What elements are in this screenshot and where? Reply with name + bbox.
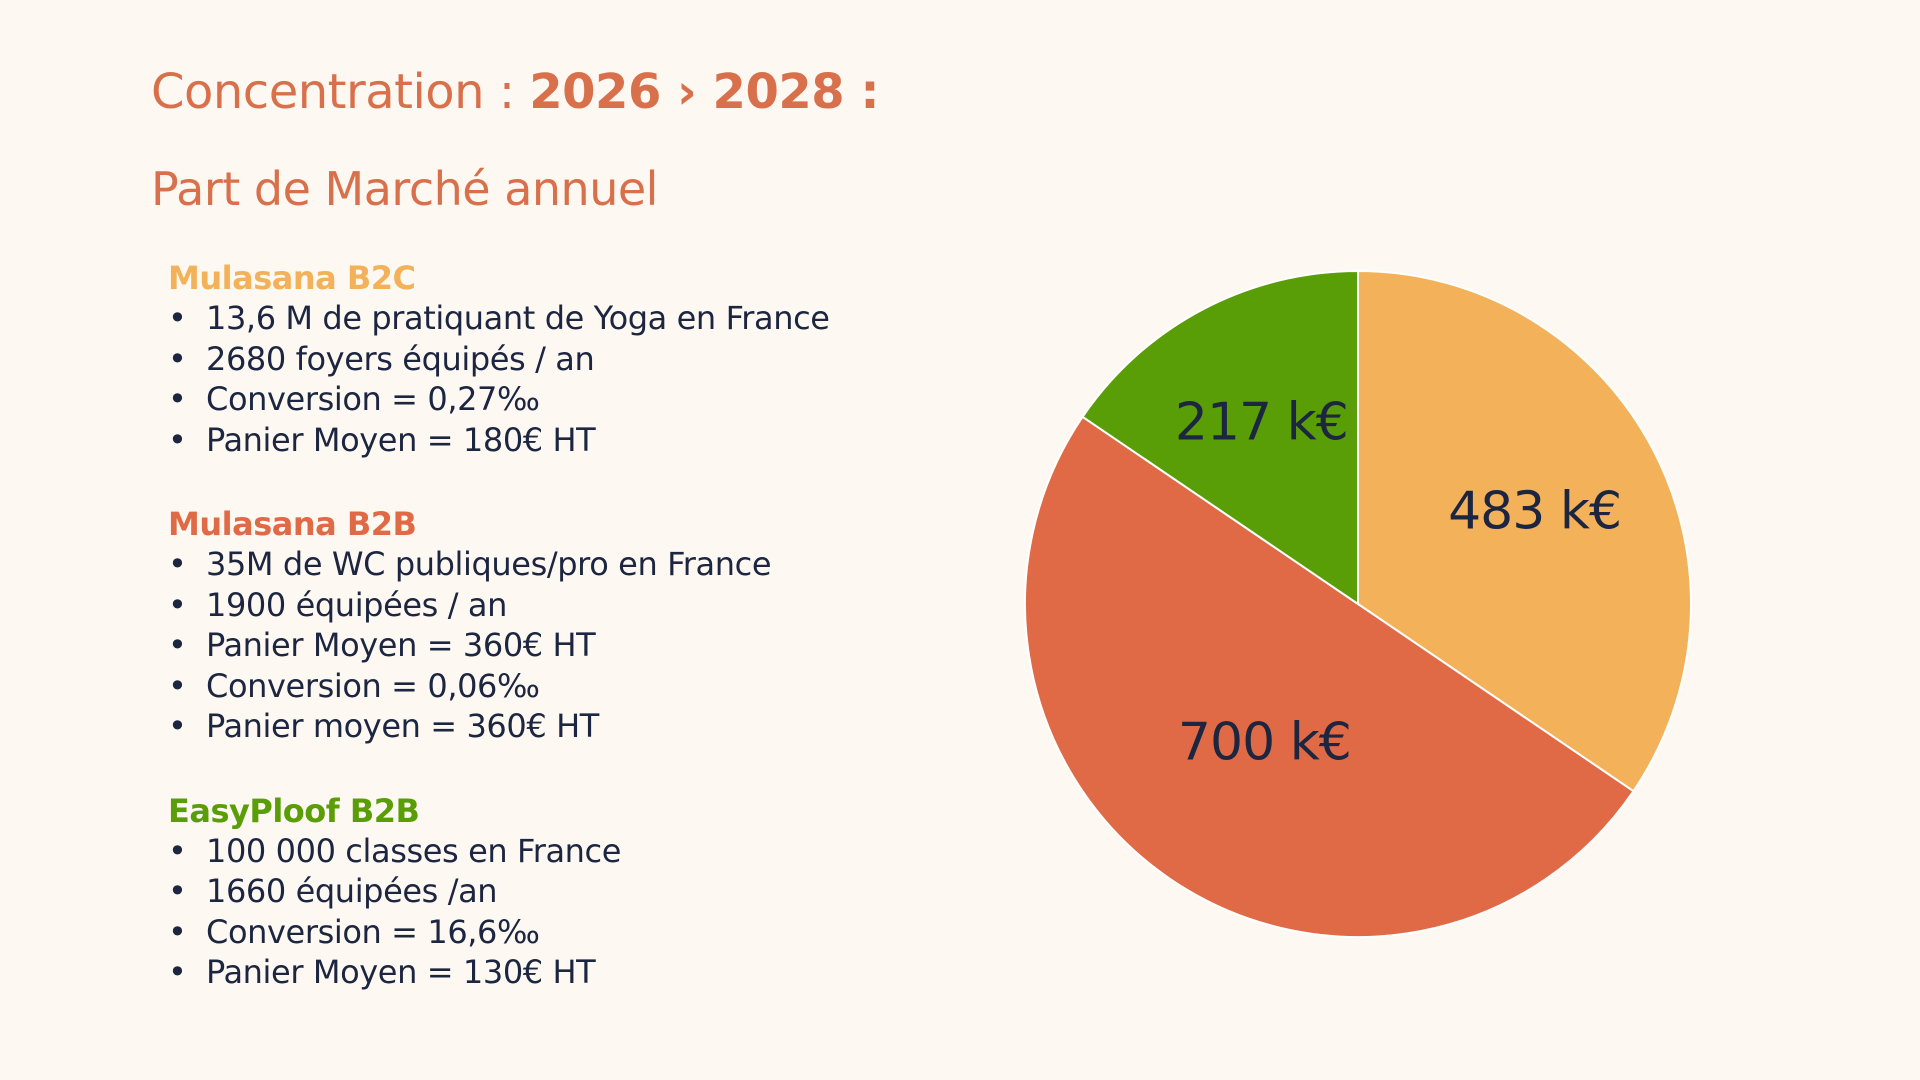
bullet-item: Conversion = 0,06‰ [168, 666, 928, 707]
title-period: 2026 › 2028 : [529, 64, 880, 120]
slice-label: 700 k€ [1178, 713, 1351, 773]
pie-slice [1081, 269, 1359, 606]
bullet-item: Panier Moyen = 360€ HT [168, 625, 928, 666]
bullet-item: Conversion = 0,27‰ [168, 379, 928, 420]
bullet-item: 1660 équipées /an [168, 871, 928, 912]
bullet-item: 2680 foyers équipés / an [168, 339, 928, 380]
slice-label: 217 k€ [1175, 393, 1348, 453]
page-subtitle: Part de Marché annuel [151, 162, 658, 216]
bullet-item: Conversion = 16,6‰ [168, 912, 928, 953]
market-share-pie-chart: 483 k€ 700 k€ 217 k€ [1024, 269, 1692, 938]
segment-bullets: 100 000 classes en France 1660 équipées … [168, 831, 928, 993]
segment-mulasana-b2b: Mulasana B2B 35M de WC publiques/pro en … [168, 504, 928, 747]
bullet-item: Panier moyen = 360€ HT [168, 706, 928, 747]
page-title: Concentration : 2026 › 2028 : [151, 64, 880, 120]
pie-slice [1357, 269, 1692, 793]
bullet-item: 35M de WC publiques/pro en France [168, 544, 928, 585]
segment-title: EasyPloof B2B [168, 791, 420, 830]
bullet-item: Panier Moyen = 180€ HT [168, 420, 928, 461]
segment-title: Mulasana B2C [168, 259, 416, 297]
slice-label: 483 k€ [1448, 482, 1621, 542]
bullet-item: 1900 équipées / an [168, 585, 928, 626]
bullet-item: Panier Moyen = 130€ HT [168, 952, 928, 993]
segment-easyploof-b2b: EasyPloof B2B 100 000 classes en France … [168, 791, 928, 993]
segment-title: Mulasana B2B [168, 505, 417, 543]
pie-slice [1024, 415, 1635, 938]
segment-mulasana-b2c: Mulasana B2C 13,6 M de pratiquant de Yog… [168, 258, 928, 460]
bullet-item: 100 000 classes en France [168, 831, 928, 872]
bullet-item: 13,6 M de pratiquant de Yoga en France [168, 298, 928, 339]
segment-bullets: 35M de WC publiques/pro en France 1900 é… [168, 544, 928, 747]
segment-bullets: 13,6 M de pratiquant de Yoga en France 2… [168, 298, 928, 460]
title-prefix: Concentration : [151, 64, 530, 120]
segment-list: Mulasana B2C 13,6 M de pratiquant de Yog… [168, 258, 928, 1037]
